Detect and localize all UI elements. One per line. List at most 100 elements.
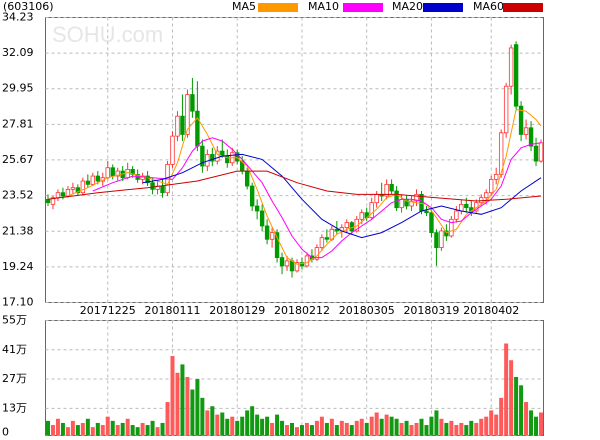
- candle-body: [110, 167, 115, 177]
- candle-body: [299, 262, 305, 267]
- volume-bar: [225, 418, 230, 436]
- volume-bar: [484, 416, 489, 436]
- volume-bar: [125, 418, 130, 436]
- volume-bar: [55, 418, 60, 436]
- x-tick-label: 20180129: [209, 304, 265, 317]
- volume-bar: [444, 422, 449, 436]
- candle-body: [454, 210, 459, 220]
- candle-body: [444, 230, 449, 237]
- candle-body: [55, 192, 61, 199]
- candle-body: [489, 178, 494, 194]
- volume-tick-label: 55万: [2, 314, 27, 327]
- volume-bar: [265, 416, 270, 436]
- candle-body: [95, 175, 100, 182]
- volume-bar: [80, 422, 85, 436]
- candle-body: [45, 198, 51, 204]
- volume-bar: [90, 427, 95, 436]
- volume-bar: [304, 422, 309, 436]
- candle-body: [175, 115, 180, 137]
- candle-body: [200, 145, 205, 167]
- volume-bar: [394, 418, 399, 436]
- volume-bar: [509, 360, 514, 436]
- candle-body: [180, 115, 185, 135]
- candle-body: [215, 150, 220, 162]
- volume-bar: [100, 425, 105, 436]
- volume-bar: [145, 425, 150, 436]
- volume-bar: [434, 410, 439, 436]
- volume-bar: [270, 422, 275, 436]
- volume-bar: [60, 422, 65, 436]
- volume-bar: [175, 372, 180, 436]
- volume-bar: [165, 402, 170, 436]
- y-tick-label: 25.67: [2, 153, 34, 166]
- candle-body: [145, 175, 150, 184]
- legend-swatch: [503, 3, 543, 12]
- volume-bar: [454, 425, 459, 436]
- volume-bar: [155, 427, 160, 436]
- candle-body: [319, 237, 325, 248]
- volume-bar: [529, 410, 534, 436]
- volume-bar: [319, 416, 324, 436]
- candle-body: [279, 257, 285, 267]
- volume-bar: [439, 418, 444, 436]
- candle-body: [384, 183, 389, 197]
- candle-body: [170, 135, 175, 165]
- y-tick-label: 19.24: [2, 260, 34, 273]
- volume-bar: [379, 418, 384, 436]
- volume-bar: [414, 422, 419, 436]
- volume-bar: [95, 422, 100, 436]
- candle-body: [210, 154, 215, 162]
- volume-bar: [280, 420, 285, 436]
- volume-bar: [115, 425, 120, 436]
- legend-swatch: [423, 3, 463, 12]
- candle-body: [185, 94, 190, 135]
- volume-bar: [140, 422, 145, 436]
- volume-bar: [469, 420, 474, 436]
- volume-bar: [459, 422, 464, 436]
- volume-bar: [349, 425, 354, 436]
- volume-bar: [120, 422, 125, 436]
- volume-bar: [180, 364, 185, 436]
- volume-bar: [424, 425, 429, 436]
- candle-body: [394, 190, 399, 209]
- volume-bar: [215, 414, 220, 436]
- volume-bar: [290, 422, 295, 436]
- candle-body: [533, 145, 539, 162]
- volume-bar: [539, 412, 544, 436]
- volume-bar: [489, 410, 494, 436]
- volume-bar: [339, 420, 344, 436]
- x-tick-label: 20171225: [80, 304, 136, 317]
- candle-body: [449, 218, 454, 237]
- x-tick-label: 20180212: [274, 304, 330, 317]
- legend-label: MA20: [392, 0, 423, 13]
- y-tick-label: 23.52: [2, 189, 34, 202]
- candle-body: [399, 198, 404, 209]
- volume-bar: [245, 410, 250, 436]
- volume-bar: [404, 420, 409, 436]
- candle-body: [75, 187, 81, 194]
- candle-body: [459, 203, 464, 212]
- candle-body: [150, 182, 155, 190]
- candle-body: [484, 192, 489, 199]
- candle-body: [259, 210, 265, 227]
- volume-bar: [130, 425, 135, 436]
- volume-bar: [474, 422, 479, 436]
- volume-tick-label: 27万: [2, 372, 27, 385]
- candle-body: [429, 212, 434, 234]
- candle-body: [90, 175, 96, 185]
- volume-bar: [419, 418, 424, 436]
- candle-body: [518, 105, 524, 135]
- volume-bar: [294, 427, 299, 436]
- volume-tick-label: 41万: [2, 343, 27, 356]
- volume-bar: [369, 416, 374, 436]
- candle-body: [424, 210, 429, 214]
- volume-tick-label: 0: [2, 426, 9, 439]
- candle-body: [409, 200, 414, 207]
- volume-bar: [364, 422, 369, 436]
- candle-body: [195, 110, 200, 147]
- candle-body: [254, 205, 260, 212]
- volume-bar: [334, 425, 339, 436]
- volume-bar: [85, 418, 90, 436]
- legend-label: MA10: [308, 0, 339, 13]
